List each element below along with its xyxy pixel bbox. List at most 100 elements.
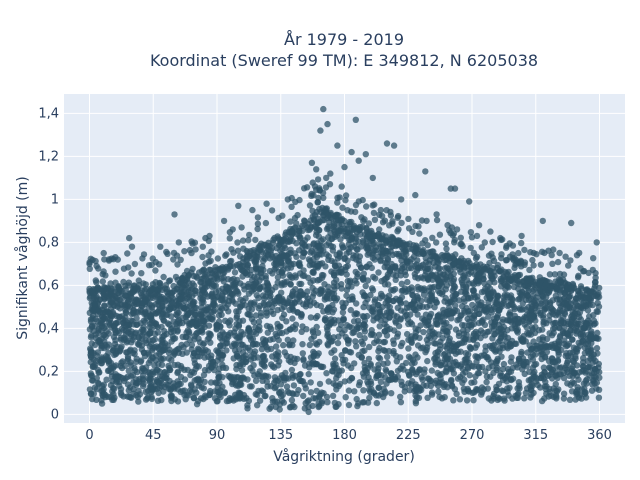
data-point <box>174 369 181 377</box>
data-point <box>310 256 317 263</box>
data-point <box>536 279 543 287</box>
data-point <box>222 364 230 372</box>
data-point <box>251 285 258 293</box>
data-point <box>329 367 336 375</box>
data-point <box>338 367 345 374</box>
data-point <box>190 394 197 401</box>
data-point <box>462 290 469 297</box>
data-point <box>164 320 172 327</box>
data-point <box>254 225 261 233</box>
data-point <box>315 262 322 270</box>
data-point <box>305 220 312 228</box>
data-point <box>403 259 411 266</box>
data-point <box>432 359 439 366</box>
data-point <box>471 379 478 386</box>
data-point <box>527 249 534 256</box>
data-point <box>278 305 285 313</box>
data-point <box>252 377 260 384</box>
data-point <box>420 328 427 336</box>
data-point <box>549 260 556 267</box>
data-point <box>480 329 487 337</box>
data-point <box>390 297 397 305</box>
data-point <box>279 397 286 404</box>
data-point <box>542 288 549 295</box>
data-point <box>207 390 214 397</box>
data-point <box>350 318 358 325</box>
data-point <box>389 220 396 227</box>
data-point <box>152 267 159 274</box>
data-point <box>374 314 381 321</box>
data-point <box>219 297 226 304</box>
data-point <box>257 309 265 317</box>
chart-title-line2: Koordinat (Sweref 99 TM): E 349812, N 62… <box>150 51 538 70</box>
data-point <box>172 347 179 354</box>
data-point <box>490 257 498 265</box>
outlier-point <box>447 185 454 192</box>
data-point <box>537 261 545 268</box>
data-point <box>405 225 413 232</box>
data-point <box>450 278 457 285</box>
data-point <box>115 283 122 290</box>
data-point <box>197 295 204 302</box>
data-point <box>509 251 516 258</box>
data-point <box>155 360 162 368</box>
data-point <box>494 394 502 401</box>
data-point <box>190 352 197 360</box>
data-point <box>87 318 95 325</box>
data-point <box>234 239 241 246</box>
data-point <box>147 385 155 392</box>
x-tick-label: 180 <box>332 428 357 443</box>
data-point <box>428 389 436 396</box>
data-point <box>457 240 464 248</box>
data-point <box>347 349 355 356</box>
x-tick-labels: 0 45 90 135 180 225 270 315 360 <box>85 428 612 443</box>
data-point <box>504 385 511 392</box>
data-point <box>358 354 365 361</box>
outlier-point <box>171 211 178 218</box>
data-point <box>227 317 234 324</box>
data-point <box>239 237 247 244</box>
data-point <box>160 355 167 362</box>
data-point <box>349 329 356 337</box>
data-point <box>359 399 366 406</box>
data-point <box>286 342 293 349</box>
data-point <box>592 334 600 342</box>
data-point <box>347 208 355 215</box>
data-point <box>423 303 431 311</box>
data-point <box>252 312 260 319</box>
data-point <box>430 248 437 255</box>
outlier-point <box>390 142 398 149</box>
data-point <box>214 384 221 391</box>
data-point <box>418 217 426 224</box>
data-point <box>561 337 568 344</box>
data-point <box>543 278 551 285</box>
data-point <box>200 385 207 392</box>
data-point <box>342 356 349 364</box>
data-point <box>583 291 590 298</box>
data-point <box>266 405 273 412</box>
data-point <box>397 393 404 400</box>
data-point <box>205 258 213 265</box>
outlier-point <box>487 228 494 235</box>
data-point <box>231 269 239 276</box>
data-point <box>353 280 360 287</box>
data-point <box>518 348 525 356</box>
data-point <box>342 192 350 199</box>
data-point <box>181 284 188 292</box>
data-point <box>363 235 371 242</box>
data-point <box>338 183 345 190</box>
data-point <box>337 321 345 329</box>
data-point <box>131 367 139 374</box>
data-point <box>284 298 292 305</box>
data-point <box>275 260 282 267</box>
data-point <box>429 234 436 241</box>
data-point <box>93 375 101 382</box>
data-point <box>385 281 392 288</box>
y-axis-title: Signifikant våghöjd (m) <box>14 176 31 339</box>
data-point <box>575 376 582 383</box>
data-point <box>366 343 373 351</box>
data-point <box>448 365 455 372</box>
data-point <box>528 324 536 331</box>
data-point <box>225 331 232 338</box>
data-point <box>142 281 149 288</box>
